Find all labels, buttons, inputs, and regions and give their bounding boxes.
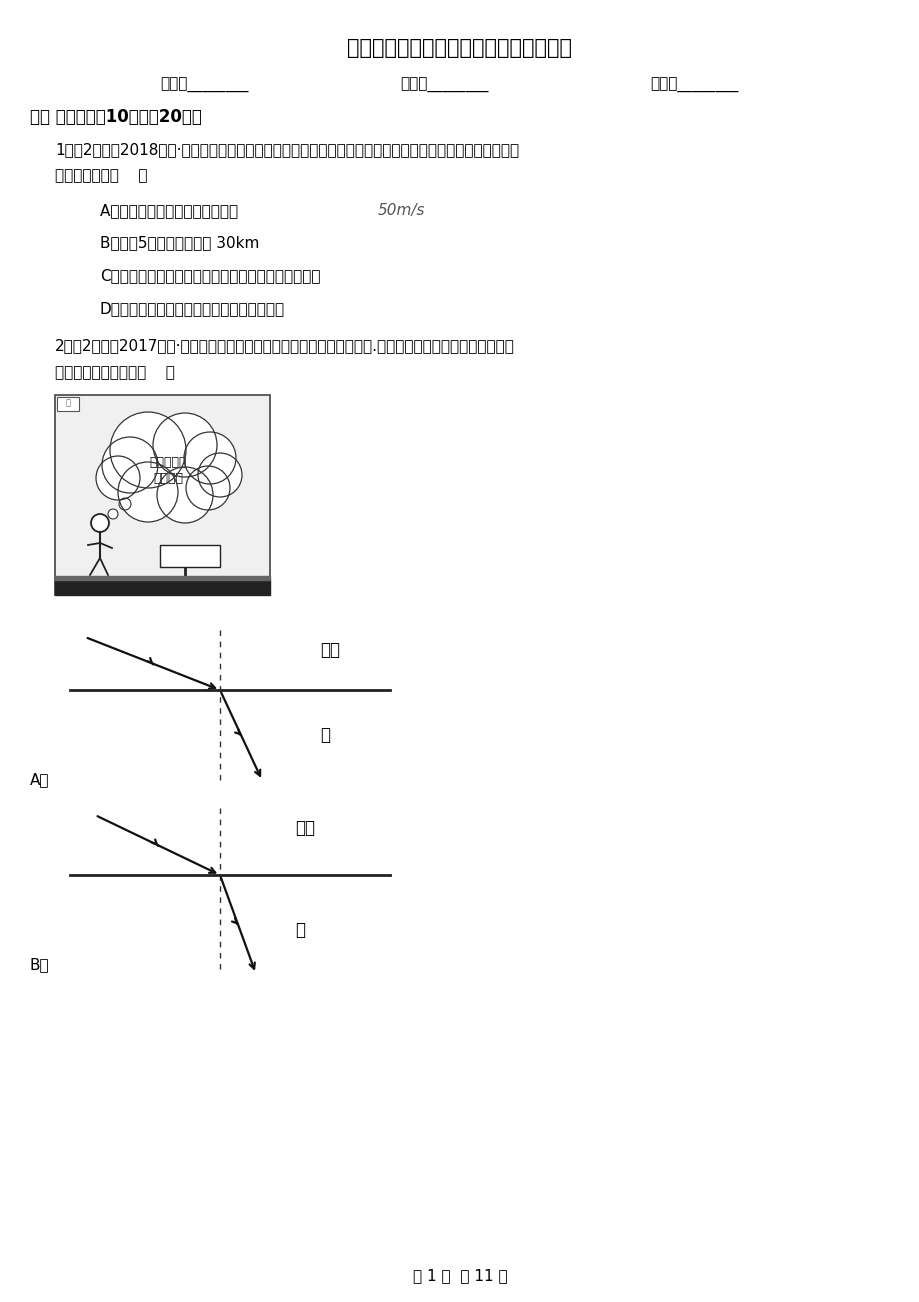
- Text: 50m/s: 50m/s: [378, 203, 425, 217]
- Text: 空气: 空气: [320, 641, 340, 659]
- Text: 么深啊！: 么深啊！: [153, 473, 183, 486]
- Text: 看起来没那: 看起来没那: [149, 456, 187, 469]
- Circle shape: [184, 432, 236, 484]
- Bar: [55, 395, 269, 595]
- Text: A．: A．: [30, 772, 50, 788]
- Bar: [160, 546, 220, 566]
- Circle shape: [91, 514, 108, 533]
- Circle shape: [110, 411, 186, 488]
- Text: 班级：________: 班级：________: [400, 78, 488, 92]
- Text: D．小秦下坡时不蹬车，单车做匀速直线运动: D．小秦下坡时不蹬车，单车做匀速直线运动: [100, 301, 285, 316]
- Circle shape: [186, 466, 230, 510]
- Text: 水: 水: [295, 921, 305, 939]
- Circle shape: [99, 518, 107, 526]
- Circle shape: [157, 467, 213, 523]
- Text: 生这一现象原因的是（    ）: 生这一现象原因的是（ ）: [55, 365, 175, 380]
- Text: 姓名：________: 姓名：________: [160, 78, 248, 92]
- Text: 说法正确的是（    ）: 说法正确的是（ ）: [55, 168, 147, 184]
- Circle shape: [108, 509, 118, 519]
- Text: 囧: 囧: [65, 398, 71, 408]
- Circle shape: [198, 453, 242, 497]
- Text: 水: 水: [320, 727, 330, 743]
- Text: 水深危险: 水深危险: [180, 548, 199, 557]
- Text: 第 1 页  共 11 页: 第 1 页 共 11 页: [413, 1268, 506, 1282]
- Circle shape: [102, 437, 158, 493]
- Text: 1．（2分）（2018八上·龙岗期末）共享单车是节能环保的交通工具。关于小秦骑共享单车上学的情形，下列: 1．（2分）（2018八上·龙岗期末）共享单车是节能环保的交通工具。关于小秦骑共…: [55, 142, 518, 158]
- Bar: [57, 397, 79, 411]
- Text: C．小秦在骑行过程中，相对于路旁的建筑物是运动的: C．小秦在骑行过程中，相对于路旁的建筑物是运动的: [100, 268, 320, 283]
- Text: B．: B．: [30, 957, 50, 973]
- Circle shape: [96, 456, 140, 500]
- Text: 空气: 空气: [295, 819, 314, 837]
- Text: B．小秦5分钟最快可骑行 30km: B．小秦5分钟最快可骑行 30km: [100, 234, 259, 250]
- Text: 一、 选择题（共10题；共20分）: 一、 选择题（共10题；共20分）: [30, 108, 201, 126]
- Circle shape: [118, 462, 177, 522]
- Circle shape: [153, 413, 217, 477]
- Text: 安徽省蚌埠市八年级上学期期末物理试卷: 安徽省蚌埠市八年级上学期期末物理试卷: [347, 38, 572, 59]
- Text: 2．（2分）（2017八上·临沂期中）如下图所示，画中人出现了错误判断.以下四幅光路图中，能正确说明产: 2．（2分）（2017八上·临沂期中）如下图所示，画中人出现了错误判断.以下四幅…: [55, 339, 515, 353]
- Text: 成绩：________: 成绩：________: [650, 78, 738, 92]
- Text: A．小秦骑行的速度最高可以达到: A．小秦骑行的速度最高可以达到: [100, 203, 243, 217]
- Circle shape: [119, 497, 130, 510]
